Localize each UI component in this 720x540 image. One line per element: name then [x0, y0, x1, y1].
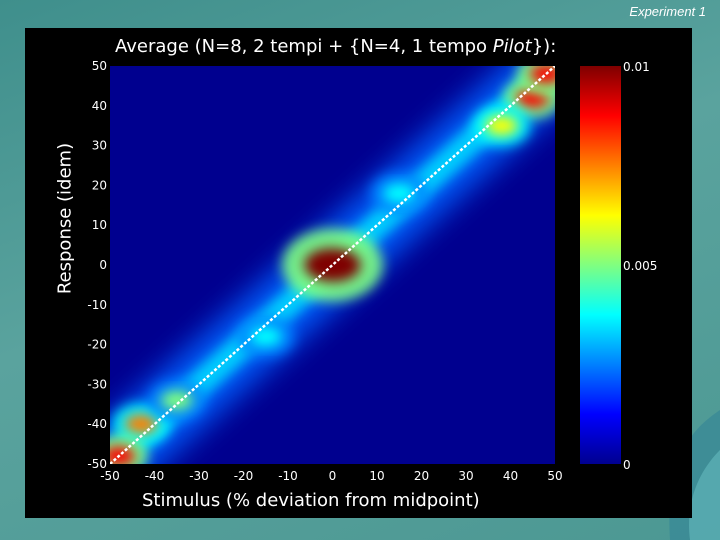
x-tick-layer: -50 -40 -30 -20 -10 0 10 20 30 40 50 — [100, 469, 562, 483]
y-tick-label: 30 — [92, 139, 107, 153]
x-tick-label: 0 — [329, 469, 337, 483]
chart-title-italic: Pilot — [492, 36, 532, 57]
x-tick-label: 30 — [458, 469, 473, 483]
x-tick-label: 40 — [503, 469, 518, 483]
hotspot-core — [249, 327, 282, 347]
y-tick-label: 20 — [92, 178, 107, 192]
y-tick-label: 10 — [92, 218, 107, 232]
y-tick-label: -40 — [87, 417, 107, 431]
x-tick-label: -30 — [189, 469, 209, 483]
x-tick-label: 10 — [369, 469, 384, 483]
x-tick-label: -50 — [100, 469, 120, 483]
colorbar — [580, 66, 621, 464]
identity-line — [110, 66, 555, 464]
y-tick-label: -10 — [87, 298, 107, 312]
heatmap-figure: Average (N=8, 2 tempi + {N=4, 1 tempo Pi… — [25, 28, 692, 518]
x-tick-label: 20 — [414, 469, 429, 483]
x-axis-label: Stimulus (% deviation from midpoint) — [142, 490, 480, 511]
colorbar-tick-label: 0.01 — [623, 60, 650, 74]
y-tick-label: -50 — [87, 457, 107, 471]
x-tick-label: -40 — [145, 469, 165, 483]
colorbar-tick-label: 0.005 — [623, 259, 657, 273]
y-tick-label: -30 — [87, 377, 107, 391]
chart-title-end: }): — [531, 36, 557, 57]
identity-line-layer — [110, 66, 555, 464]
slide-corner-label: Experiment 1 — [629, 4, 706, 19]
chart-title-main: Average (N=8, 2 tempi + {N=4, 1 tempo — [115, 36, 493, 57]
hotspot-core — [383, 183, 416, 203]
hotspot-core — [485, 116, 518, 136]
hotspot-core — [530, 66, 555, 84]
x-tick-label: 50 — [547, 469, 562, 483]
x-tick-label: -20 — [234, 469, 254, 483]
y-tick-label: 40 — [92, 99, 107, 113]
heatmap-plot: -50 -40 -30 -20 -10 0 10 20 30 40 50 50 40 30 20 10 0 -1… — [87, 59, 657, 483]
y-tick-label: 0 — [99, 258, 107, 272]
hotspot-core — [304, 248, 361, 282]
y-tick-label: 50 — [92, 59, 107, 73]
x-tick-label: -10 — [278, 469, 298, 483]
y-tick-layer: 50 40 30 20 10 0 -10 -20 -30 -40 -50 — [87, 59, 107, 471]
hotspot-core — [125, 414, 158, 434]
chart-title: Average (N=8, 2 tempi + {N=4, 1 tempo Pi… — [115, 36, 615, 57]
colorbar-tick-label: 0 — [623, 458, 631, 472]
y-tick-label: -20 — [87, 338, 107, 352]
colorbar-tick-layer: 0.01 0.005 0 — [623, 60, 657, 472]
